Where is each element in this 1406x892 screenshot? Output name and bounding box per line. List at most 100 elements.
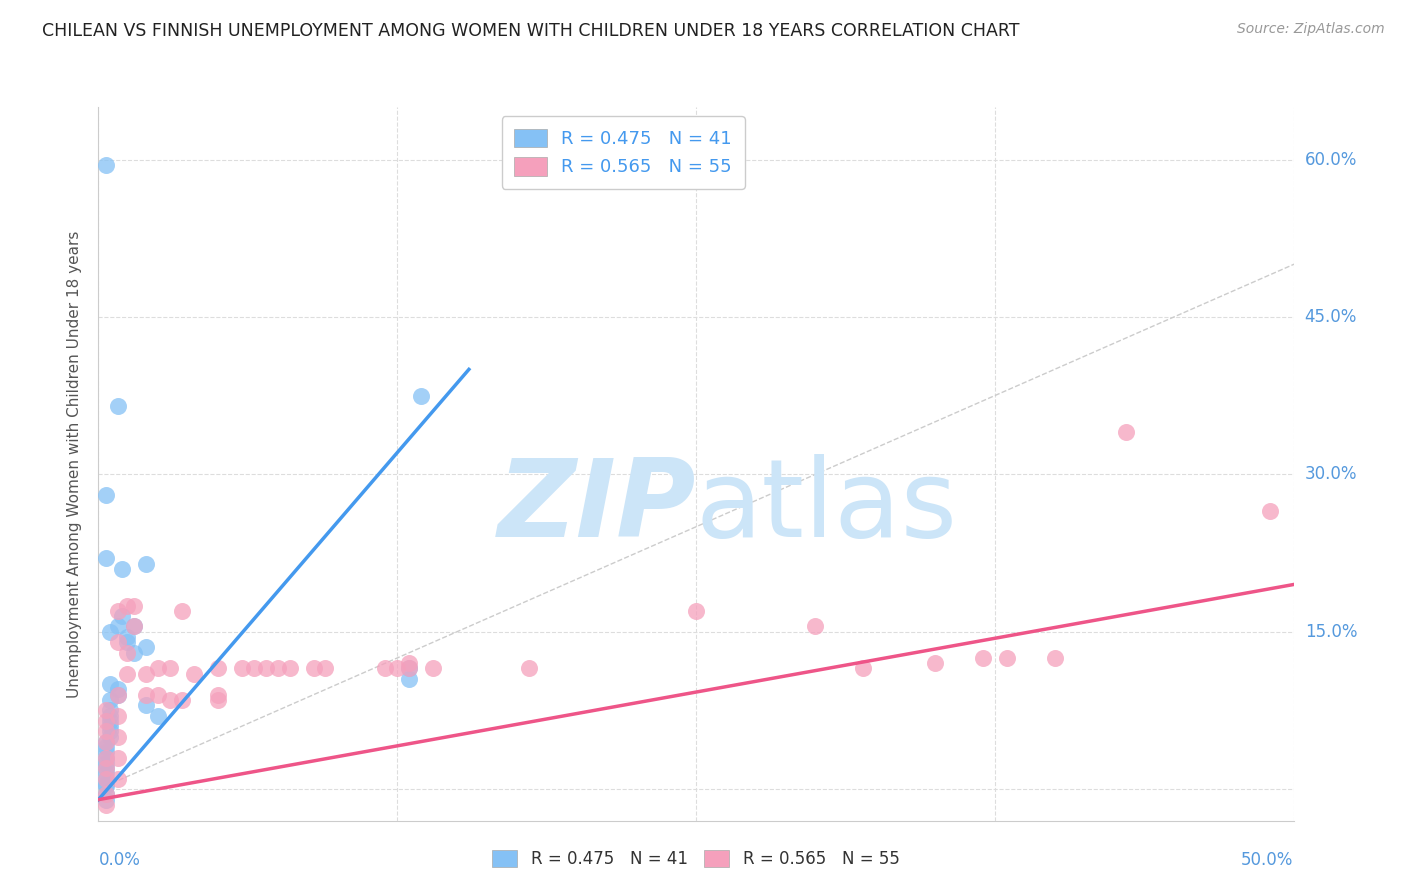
Legend: R = 0.475   N = 41, R = 0.565   N = 55: R = 0.475 N = 41, R = 0.565 N = 55 <box>502 116 745 189</box>
Point <box>98 724 122 739</box>
Point <box>94 792 117 806</box>
Point <box>1258 504 1281 518</box>
Point <box>94 158 117 172</box>
Point <box>94 788 117 802</box>
Point <box>148 661 170 675</box>
Point <box>107 688 129 702</box>
Point <box>159 661 181 675</box>
Point <box>98 624 122 639</box>
Point <box>924 657 946 671</box>
Point <box>94 735 117 749</box>
Text: 45.0%: 45.0% <box>1305 308 1357 326</box>
Point <box>804 619 827 633</box>
Point <box>267 661 290 675</box>
Point <box>107 708 129 723</box>
Point <box>94 551 117 566</box>
Point <box>94 724 117 739</box>
Point <box>207 661 229 675</box>
Point <box>422 661 444 675</box>
Point <box>135 698 157 713</box>
Point <box>135 666 157 681</box>
Point <box>374 661 396 675</box>
Point <box>94 761 117 775</box>
Point <box>278 661 301 675</box>
Point <box>207 688 229 702</box>
Point <box>98 703 122 717</box>
Text: 30.0%: 30.0% <box>1305 466 1357 483</box>
Point <box>98 693 122 707</box>
Point <box>1043 651 1066 665</box>
Point <box>1115 425 1137 440</box>
Point <box>94 488 117 502</box>
Point <box>94 740 117 755</box>
Point <box>98 677 122 691</box>
Point <box>124 619 146 633</box>
Point <box>148 708 170 723</box>
Point <box>852 661 875 675</box>
Point <box>183 666 205 681</box>
Text: 50.0%: 50.0% <box>1241 851 1294 869</box>
Point <box>115 599 138 613</box>
Point <box>94 772 117 786</box>
Point <box>107 772 129 786</box>
Point <box>94 714 117 728</box>
Point <box>135 688 157 702</box>
Point <box>115 630 138 644</box>
Point <box>107 619 129 633</box>
Point <box>94 772 117 786</box>
Point <box>172 693 194 707</box>
Point <box>94 777 117 791</box>
Point <box>94 788 117 802</box>
Y-axis label: Unemployment Among Women with Children Under 18 years: Unemployment Among Women with Children U… <box>67 230 83 698</box>
Point <box>398 657 420 671</box>
Point <box>115 666 138 681</box>
Point <box>115 635 138 649</box>
Point <box>107 750 129 764</box>
Point <box>98 714 122 728</box>
Point <box>115 646 138 660</box>
Point <box>111 609 134 624</box>
Point <box>398 661 420 675</box>
Point <box>254 661 277 675</box>
Text: CHILEAN VS FINNISH UNEMPLOYMENT AMONG WOMEN WITH CHILDREN UNDER 18 YEARS CORRELA: CHILEAN VS FINNISH UNEMPLOYMENT AMONG WO… <box>42 22 1019 40</box>
Point <box>972 651 994 665</box>
Point <box>94 756 117 770</box>
Point <box>94 766 117 780</box>
Point <box>107 682 129 697</box>
Text: atlas: atlas <box>696 454 957 559</box>
Point <box>94 703 117 717</box>
Point <box>231 661 253 675</box>
Point <box>107 604 129 618</box>
Point <box>172 604 194 618</box>
Point <box>315 661 337 675</box>
Point <box>135 640 157 655</box>
Point <box>98 708 122 723</box>
Point <box>107 730 129 744</box>
Point <box>107 399 129 413</box>
Point <box>243 661 266 675</box>
Point <box>107 688 129 702</box>
Text: ZIP: ZIP <box>498 454 696 559</box>
Point <box>98 719 122 733</box>
Point <box>398 661 420 675</box>
Point <box>94 750 117 764</box>
Text: 15.0%: 15.0% <box>1305 623 1357 640</box>
Point <box>148 688 170 702</box>
Point <box>398 672 420 686</box>
Point <box>124 599 146 613</box>
Text: 0.0%: 0.0% <box>98 851 141 869</box>
Point <box>995 651 1018 665</box>
Point <box>517 661 540 675</box>
Point <box>94 746 117 760</box>
Point <box>135 557 157 571</box>
Point <box>124 646 146 660</box>
Point <box>107 635 129 649</box>
Text: Source: ZipAtlas.com: Source: ZipAtlas.com <box>1237 22 1385 37</box>
Point <box>302 661 325 675</box>
Point <box>94 797 117 812</box>
Point <box>98 730 122 744</box>
Point <box>385 661 409 675</box>
Point <box>207 693 229 707</box>
Point <box>411 389 433 403</box>
Point <box>94 750 117 764</box>
